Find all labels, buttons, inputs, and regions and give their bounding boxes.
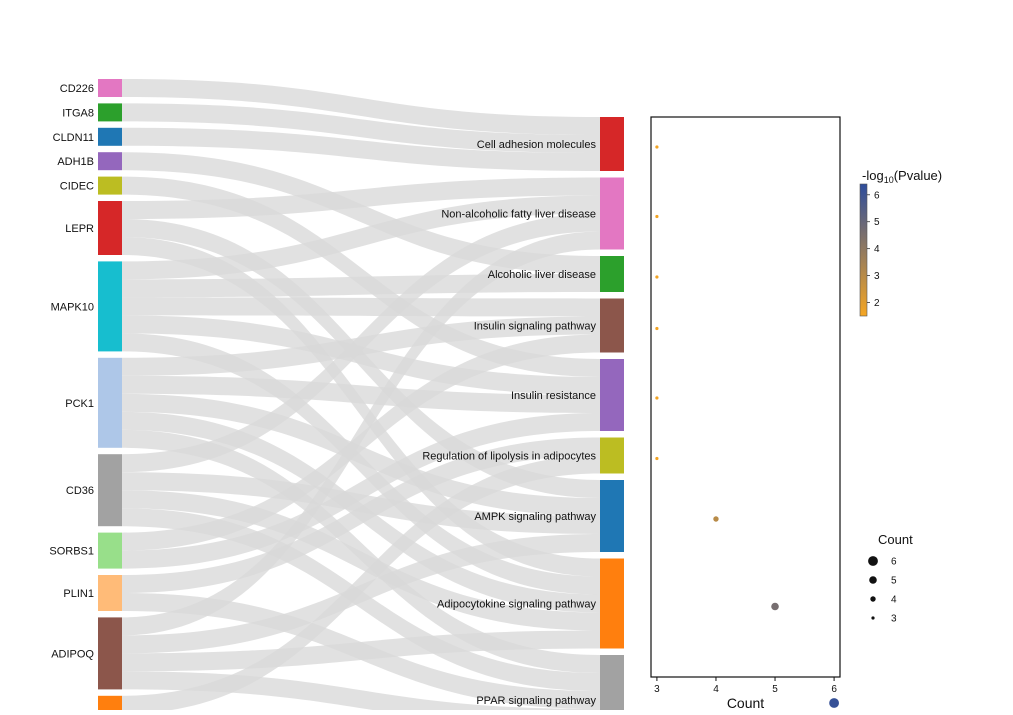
sankey-link-cd226-to-cell-adhesion-molecules [122,79,600,135]
sankey-link-cd36-to-adipocytokine-signaling-pathway [122,490,600,631]
gene-label-cldn11: CLDN11 [53,132,94,144]
pathway-label-alcoholic-liver-disease: Alcoholic liver disease [488,269,596,281]
sankey-link-itga8-to-cell-adhesion-molecules [122,103,600,153]
gene-node-mapk10 [98,261,122,352]
gene-node-lepr [98,201,122,255]
pathway-label-adipocytokine-signaling-pathway: Adipocytokine signaling pathway [437,599,596,611]
sankey-link-sorbs1-to-insulin-signaling-pathway [122,334,600,551]
pathway-node-insulin-resistance [600,359,624,431]
size-legend-label-4: 4 [891,595,897,606]
gene-node-cd36 [98,454,122,527]
gene-label-cd226: CD226 [60,83,94,95]
sankey-link-cd36-to-non-alcoholic-fatty-liver-disease [122,213,600,473]
color-legend-label-4: 4 [874,244,880,255]
gene-node-adh1b [98,152,122,171]
sankey-link-lepr-to-non-alcoholic-fatty-liver-disease [122,177,600,219]
sankey-links [122,79,600,715]
gene-label-plin1: PLIN1 [63,588,94,600]
sankey-link-fabp4-to-regulation-of-lipolysis-in-adipocytes [122,455,600,714]
pathway-node-ppar-signaling-pathway [600,655,624,715]
sankey-link-adipoq-to-non-alcoholic-fatty-liver-disease [122,231,600,636]
pathway-node-alcoholic-liver-disease [600,256,624,292]
sankey-link-cldn11-to-cell-adhesion-molecules [122,127,600,171]
size-legend-label-6: 6 [891,557,897,568]
color-legend-bar [859,183,868,317]
gene-label-cidec: CIDEC [60,181,94,193]
color-legend-label-3: 3 [874,271,880,282]
gene-label-mapk10: MAPK10 [51,301,94,313]
pathway-label-insulin-resistance: Insulin resistance [511,390,596,402]
size-legend-dot-3 [871,616,875,620]
gene-node-sorbs1 [98,532,122,569]
gene-label-lepr: LEPR [65,223,94,235]
sankey-link-cd36-to-ampk-signaling-pathway [122,472,600,534]
point-regulation-of-lipolysis-in-adipocytes [655,456,659,461]
gene-label-cd36: CD36 [66,485,94,497]
pathway-node-adipocytokine-signaling-pathway [600,558,624,649]
sankey-link-pck1-to-ampk-signaling-pathway [122,393,600,516]
gene-node-cldn11 [98,127,122,146]
gene-label-sorbs1: SORBS1 [49,546,94,558]
gene-label-adh1b: ADH1B [57,156,94,168]
gene-node-fabp4 [98,695,122,715]
x-tick-label-4: 4 [713,684,719,695]
pathway-label-cell-adhesion-molecules: Cell adhesion molecules [477,139,597,151]
sankey-link-plin1-to-regulation-of-lipolysis-in-adipocytes [122,437,600,593]
sankey-link-mapk10-to-insulin-resistance [122,315,600,395]
sankey-link-adh1b-to-alcoholic-liver-disease [122,152,600,274]
pathway-node-insulin-signaling-pathway [600,298,624,353]
color-legend-label-2: 2 [874,298,880,309]
point-alcoholic-liver-disease [655,275,659,279]
point-cell-adhesion-molecules [655,145,659,149]
sankey-link-mapk10-to-insulin-signaling-pathway [122,297,600,317]
sankey-link-lepr-to-adipocytokine-signaling-pathway [122,237,600,577]
point-adipocytokine-signaling-pathway [771,602,779,611]
gene-label-pck1: PCK1 [65,398,94,410]
color-legend-title: -log10(Pvalue) [862,168,942,185]
sankey-link-mapk10-to-adipocytokine-signaling-pathway [122,333,600,595]
gene-node-cd226 [98,79,122,97]
pathway-node-ampk-signaling-pathway [600,480,624,552]
point-insulin-resistance [655,396,659,400]
size-legend-title: Count [878,532,913,547]
point-ppar-signaling-pathway [829,698,839,708]
size-legend-dot-4 [870,596,876,602]
sankey-link-pck1-to-insulin-resistance [122,375,600,413]
gene-label-itga8: ITGA8 [62,107,94,119]
point-ampk-signaling-pathway [713,516,719,522]
x-tick-label-5: 5 [772,684,778,695]
pathway-label-ampk-signaling-pathway: AMPK signaling pathway [474,511,596,523]
pathway-label-insulin-signaling-pathway: Insulin signaling pathway [474,321,597,333]
gene-node-cidec [98,176,122,195]
size-legend-label-3: 3 [891,614,897,625]
sankey-link-sorbs1-to-insulin-resistance [122,413,600,569]
point-non-alcoholic-fatty-liver-disease [655,214,659,219]
gene-node-adipoq [98,617,122,690]
dotplot-frame [650,116,841,678]
sankey-link-adipoq-to-adipocytokine-signaling-pathway [122,630,600,672]
sankey-link-mapk10-to-non-alcoholic-fatty-liver-disease [122,195,600,280]
pathway-label-non-alcoholic-fatty-liver-disease: Non-alcoholic fatty liver disease [441,209,596,221]
sankey-link-adipoq-to-ampk-signaling-pathway [122,534,600,654]
x-tick-label-6: 6 [831,684,837,695]
size-legend-label-5: 5 [891,576,897,587]
pathway-label-ppar-signaling-pathway: PPAR signaling pathway [476,695,596,707]
size-legend-dot-6 [868,556,878,566]
pathway-node-non-alcoholic-fatty-liver-disease [600,177,624,250]
gene-node-itga8 [98,103,122,122]
size-legend-dot-5 [869,576,877,584]
x-axis-title: Count [727,695,764,710]
gene-node-pck1 [98,357,122,448]
pathway-node-regulation-of-lipolysis-in-adipocytes [600,437,624,474]
x-tick-label-3: 3 [654,684,660,695]
gene-label-adipoq: ADIPOQ [51,648,94,660]
color-legend-label-6: 6 [874,190,880,201]
color-legend-label-5: 5 [874,217,880,228]
point-insulin-signaling-pathway [655,326,659,331]
pathway-label-regulation-of-lipolysis-in-adipocytes: Regulation of lipolysis in adipocytes [422,451,596,463]
pathway-node-cell-adhesion-molecules [600,117,624,171]
gene-node-plin1 [98,575,122,611]
